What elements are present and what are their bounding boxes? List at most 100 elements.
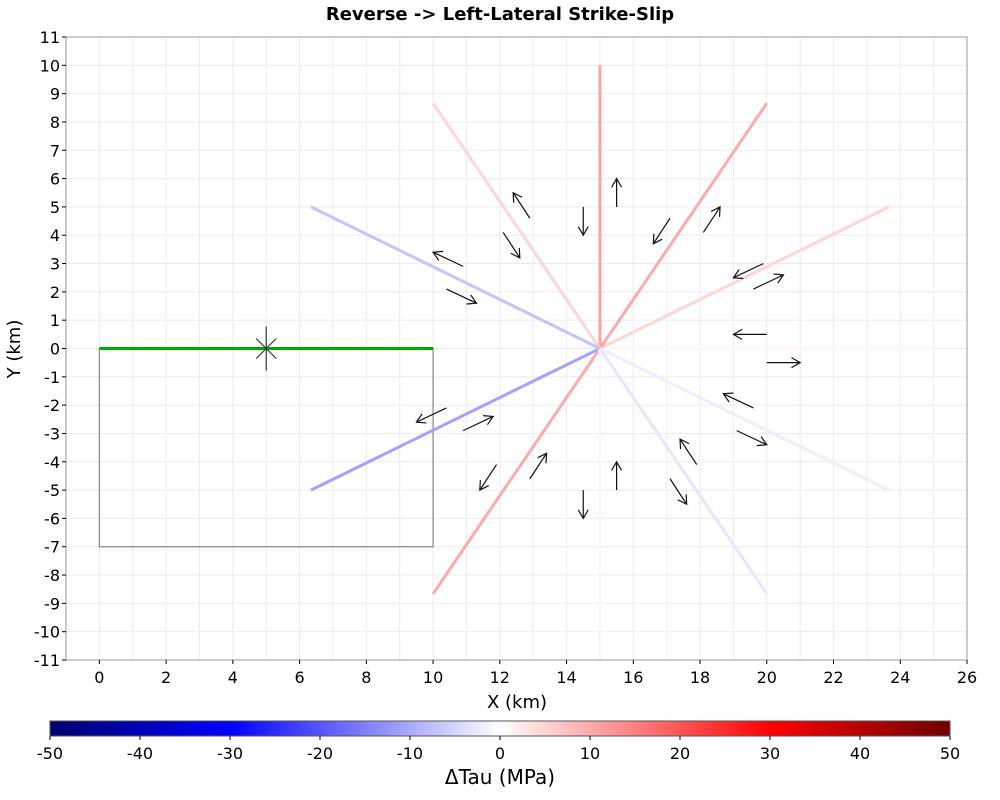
slip-arrow-head — [773, 273, 785, 284]
slip-arrow-head — [756, 436, 768, 447]
colorbar-tick-label: 0 — [495, 744, 505, 763]
y-tick-label: -11 — [34, 651, 60, 670]
y-tick-label: -5 — [44, 481, 60, 500]
slip-arrow-head — [732, 269, 744, 280]
slip-arrow-head — [577, 509, 589, 520]
slip-arrow-head — [652, 233, 663, 245]
hypocenter-marker — [255, 326, 277, 371]
slip-arrow — [502, 232, 521, 259]
slip-arrow — [462, 415, 495, 432]
colorbar-tick-label: 30 — [760, 744, 780, 763]
x-tick-label: 8 — [361, 668, 371, 687]
colorbar-tick-label: -30 — [217, 744, 243, 763]
slip-arrow — [732, 263, 764, 280]
slip-arrow-shaft — [652, 217, 671, 245]
slip-arrow-shaft — [479, 464, 497, 491]
receiver-fault-line — [310, 347, 601, 492]
slip-arrow — [679, 438, 698, 465]
slip-arrow-shaft — [753, 274, 784, 290]
slip-arrow — [529, 452, 548, 480]
receiver-fault-line — [431, 347, 602, 595]
slip-arrow-head — [483, 415, 495, 426]
x-tick-label: 12 — [490, 668, 510, 687]
slip-arrow — [611, 177, 623, 207]
x-tick-label: 24 — [890, 668, 910, 687]
colorbar-label: ΔTau (MPa) — [445, 765, 555, 789]
slip-arrow-shaft — [502, 232, 521, 259]
slip-arrow-head — [611, 460, 623, 471]
slip-arrow-head — [577, 226, 589, 237]
y-tick-label: 0 — [50, 340, 60, 359]
receiver-fault-line — [598, 347, 769, 595]
x-axis-ticks: 0 2 4 6 8 10 12 14 16 18 20 22 24 26 — [94, 660, 977, 687]
slip-arrow-head — [611, 177, 623, 188]
slip-arrow — [669, 478, 688, 506]
slip-arrow — [702, 205, 721, 233]
y-tick-label: 2 — [50, 283, 60, 302]
slip-arrow-head — [722, 392, 734, 403]
slip-arrow — [753, 273, 785, 290]
y-tick-label: 1 — [50, 311, 60, 330]
colorbar-gradient — [49, 720, 951, 737]
slip-arrow-shaft — [432, 251, 464, 267]
slip-arrow-shaft — [679, 438, 698, 465]
receiver-fault-line — [599, 347, 890, 492]
slip-arrow — [479, 464, 497, 492]
slip-arrow-head — [732, 328, 743, 340]
slip-arrow — [766, 357, 802, 369]
y-tick-label: 11 — [40, 28, 60, 47]
y-tick-label: 7 — [50, 141, 60, 160]
y-tick-label: 6 — [50, 170, 60, 189]
slip-arrow — [446, 288, 478, 305]
slip-arrow-shaft — [702, 206, 721, 233]
slip-arrow-head — [510, 247, 521, 259]
y-tick-label: 3 — [50, 255, 60, 274]
y-tick-label: -6 — [44, 509, 60, 528]
slip-arrow — [415, 407, 447, 424]
x-tick-label: 10 — [423, 668, 443, 687]
colorbar-tick-label: 50 — [940, 744, 960, 763]
y-tick-label: -3 — [44, 424, 60, 443]
slip-arrows — [415, 177, 802, 520]
hypocenter-stroke — [255, 338, 277, 359]
slip-arrow-head — [431, 250, 444, 261]
colorbar-ticks: -50 -40 -30 -20 -10 0 10 20 30 40 50 — [37, 736, 960, 763]
slip-arrow-shaft — [669, 478, 688, 505]
slip-arrow-head — [415, 413, 427, 424]
slip-arrow-shaft — [512, 192, 531, 219]
y-tick-label: -1 — [44, 368, 60, 387]
slip-arrow — [611, 460, 623, 491]
slip-arrow — [736, 430, 768, 447]
colorbar-tick-label: 40 — [850, 744, 870, 763]
y-tick-label: 10 — [40, 56, 60, 75]
colorbar-tick-label: -10 — [397, 744, 423, 763]
receiver-fault-line — [431, 102, 602, 350]
receiver-fault-line — [310, 205, 601, 350]
slip-arrow — [512, 191, 531, 219]
y-tick-label: -9 — [44, 594, 60, 613]
x-tick-label: 16 — [623, 668, 643, 687]
colorbar-tick-label: 10 — [580, 744, 600, 763]
receiver-fault-line — [598, 102, 769, 350]
slip-arrow-head — [791, 357, 802, 369]
y-axis-label: Y (km) — [4, 320, 25, 380]
slip-arrow-head — [479, 480, 489, 492]
slip-arrow — [577, 490, 589, 520]
x-tick-label: 20 — [757, 668, 777, 687]
receiver-faults — [310, 65, 934, 632]
colorbar-tick-label: -40 — [127, 744, 153, 763]
y-tick-label: -4 — [44, 453, 60, 472]
colorbar-tick-label: 20 — [670, 744, 690, 763]
chart-title: Reverse -> Left-Lateral Strike-Slip — [326, 4, 674, 25]
x-tick-label: 6 — [294, 668, 304, 687]
x-tick-label: 4 — [228, 668, 238, 687]
slip-arrow-shaft — [736, 430, 768, 446]
y-tick-label: -7 — [44, 538, 60, 557]
y-tick-label: 8 — [50, 113, 60, 132]
x-tick-label: 18 — [690, 668, 710, 687]
colorbar-tick-label: -20 — [307, 744, 333, 763]
slip-arrow — [577, 206, 589, 237]
slip-arrow-shaft — [462, 415, 494, 432]
slip-arrow-head — [512, 191, 523, 203]
